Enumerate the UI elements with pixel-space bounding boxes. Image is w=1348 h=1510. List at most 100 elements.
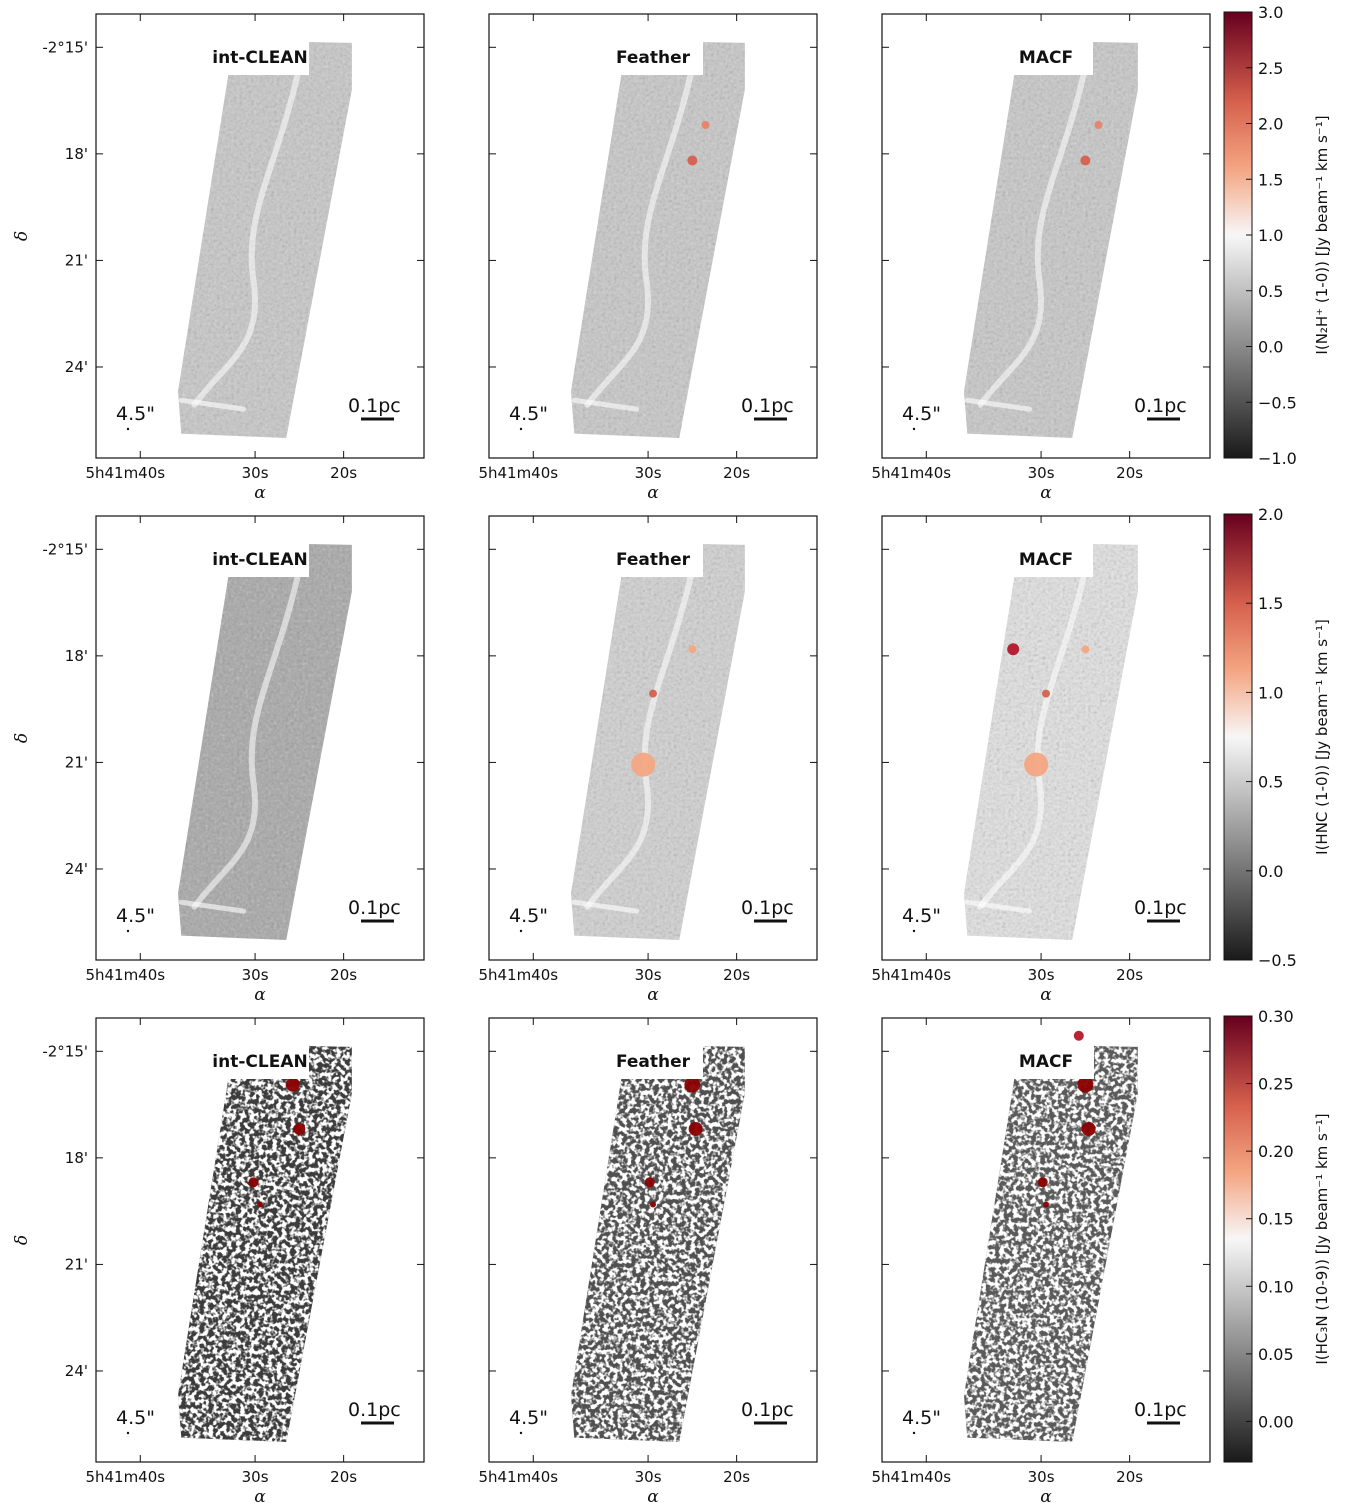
y-tick-label: -2°15' bbox=[42, 38, 88, 56]
map-texture bbox=[964, 40, 1138, 439]
beam-marker bbox=[126, 427, 130, 431]
beam-size-label: 4.5" bbox=[902, 403, 941, 425]
colorbar-label: I(HNC (1-0)) [Jy beam⁻¹ km s⁻¹] bbox=[1313, 619, 1331, 855]
emission-core bbox=[649, 689, 657, 698]
filament-south bbox=[571, 397, 640, 412]
map-texture bbox=[571, 542, 745, 941]
x-tick-label: 5h41m40s bbox=[478, 966, 558, 984]
x-tick-label: 5h41m40s bbox=[85, 464, 165, 482]
emission-core bbox=[293, 1123, 306, 1135]
map-texture bbox=[178, 40, 352, 439]
emission-core bbox=[1024, 752, 1049, 777]
method-label-box bbox=[603, 39, 703, 75]
map-panel-2-3: MACF 4.5" 0.1pc 5h41m40s 30s 20s α bbox=[871, 515, 1211, 1005]
y-tick-label: 24' bbox=[65, 860, 88, 878]
map-texture bbox=[964, 542, 1138, 941]
map-panel-1-1: int-CLEAN 4.5" 0.1pc -2°15' 18' 21' 24' 5h41m40… bbox=[12, 13, 425, 503]
colorbar-tick-label: 0.0 bbox=[1258, 338, 1283, 357]
colorbar-tick-label: −0.5 bbox=[1258, 393, 1297, 412]
map-panel-1-3: MACF 4.5" 0.1pc 5h41m40s 30s 20s α bbox=[871, 13, 1211, 503]
x-tick-label: 30s bbox=[1028, 464, 1055, 482]
emission-core bbox=[285, 1077, 300, 1092]
emission-core bbox=[1073, 1030, 1084, 1041]
y-tick-label: -2°15' bbox=[42, 540, 88, 558]
filament-south bbox=[964, 899, 1033, 914]
map-texture bbox=[964, 1044, 1138, 1443]
x-tick-label: 30s bbox=[635, 464, 662, 482]
emission-core bbox=[687, 155, 698, 166]
colorbar-tick-label: 0.5 bbox=[1258, 773, 1283, 792]
beam-marker bbox=[519, 427, 523, 431]
map-texture bbox=[178, 542, 352, 941]
x-axis-label: α bbox=[1040, 483, 1052, 503]
beam-size-label: 4.5" bbox=[509, 1407, 548, 1429]
colorbar-tick-label: 0.25 bbox=[1258, 1075, 1294, 1094]
scale-bar-label: 0.1pc bbox=[741, 897, 794, 919]
emission-core bbox=[684, 1076, 701, 1093]
x-tick-label: 30s bbox=[1028, 966, 1055, 984]
method-label: MACF bbox=[1019, 1052, 1073, 1072]
method-label: Feather bbox=[616, 48, 691, 68]
emission-core bbox=[1081, 1122, 1096, 1136]
map-texture bbox=[571, 40, 745, 439]
scale-bar-label: 0.1pc bbox=[741, 395, 794, 417]
map-panel-3-1: int-CLEAN 4.5" 0.1pc -2°15' 18' 21' 24' 5h41m40… bbox=[12, 1017, 425, 1507]
y-axis-label: δ bbox=[12, 733, 32, 743]
x-tick-label: 5h41m40s bbox=[85, 1468, 165, 1486]
colorbar-2: 2.0 1.5 1.0 0.5 0.0 −0.5 I(HNC (1-0)) [Jy beam… bbox=[1223, 505, 1331, 970]
method-label-box bbox=[999, 541, 1093, 577]
x-axis-label: α bbox=[1040, 1487, 1052, 1507]
colorbar-1: 3.0 2.5 2.0 1.5 1.0 0.5 0.0 −0.5 −1.0 I(N₂H⁺ (1-0… bbox=[1223, 3, 1331, 468]
beam-marker bbox=[912, 929, 916, 933]
beam-marker bbox=[912, 1431, 916, 1435]
x-axis-label: α bbox=[647, 1487, 659, 1507]
method-label-box bbox=[211, 541, 309, 577]
colorbar-label: I(N₂H⁺ (1-0)) [Jy beam⁻¹ km s⁻¹] bbox=[1313, 115, 1331, 354]
colorbar-label: I(HC₃N (10-9)) [Jy beam⁻¹ km s⁻¹] bbox=[1313, 1113, 1331, 1364]
filament-south bbox=[964, 397, 1033, 412]
x-tick-label: 30s bbox=[1028, 1468, 1055, 1486]
colorbar-tick-label: 0.5 bbox=[1258, 282, 1283, 301]
beam-size-label: 4.5" bbox=[116, 905, 155, 927]
method-label-box bbox=[999, 39, 1093, 75]
emission-core bbox=[688, 645, 697, 654]
beam-size-label: 4.5" bbox=[509, 403, 548, 425]
method-label: int-CLEAN bbox=[212, 1052, 307, 1072]
beam-marker bbox=[126, 1431, 130, 1435]
method-label-box bbox=[603, 1043, 703, 1079]
x-tick-label: 30s bbox=[635, 966, 662, 984]
x-axis-label: α bbox=[254, 1487, 266, 1507]
map-texture bbox=[571, 1044, 745, 1443]
map-panel-2-1: int-CLEAN 4.5" 0.1pc -2°15' 18' 21' 24' 5h41m40… bbox=[12, 515, 425, 1005]
filament bbox=[977, 64, 1089, 408]
colorbar-gradient bbox=[1223, 1015, 1253, 1463]
emission-core bbox=[1081, 645, 1090, 654]
x-tick-label: 5h41m40s bbox=[871, 966, 951, 984]
scale-bar-label: 0.1pc bbox=[1134, 1399, 1187, 1421]
filament-south bbox=[571, 899, 640, 914]
x-axis-label: α bbox=[254, 985, 266, 1005]
method-label: Feather bbox=[616, 1052, 691, 1072]
x-tick-label: 20s bbox=[330, 464, 357, 482]
scale-bar-label: 0.1pc bbox=[348, 395, 401, 417]
x-tick-label: 5h41m40s bbox=[478, 464, 558, 482]
x-tick-label: 20s bbox=[1116, 1468, 1143, 1486]
emission-core bbox=[1007, 643, 1020, 656]
y-tick-label: -2°15' bbox=[42, 1042, 88, 1060]
emission-core bbox=[1080, 155, 1091, 166]
method-label-box bbox=[998, 1043, 1094, 1079]
emission-core bbox=[688, 1122, 703, 1136]
beam-size-label: 4.5" bbox=[116, 403, 155, 425]
emission-core bbox=[248, 1177, 259, 1188]
method-label-box bbox=[211, 39, 309, 75]
method-label: MACF bbox=[1019, 48, 1073, 68]
beam-marker bbox=[912, 427, 916, 431]
x-tick-label: 30s bbox=[242, 464, 269, 482]
emission-core bbox=[1042, 689, 1050, 698]
method-label: int-CLEAN bbox=[212, 48, 307, 68]
method-label: int-CLEAN bbox=[212, 550, 307, 570]
beam-size-label: 4.5" bbox=[902, 905, 941, 927]
method-label: MACF bbox=[1019, 550, 1073, 570]
scale-bar-label: 0.1pc bbox=[348, 1399, 401, 1421]
